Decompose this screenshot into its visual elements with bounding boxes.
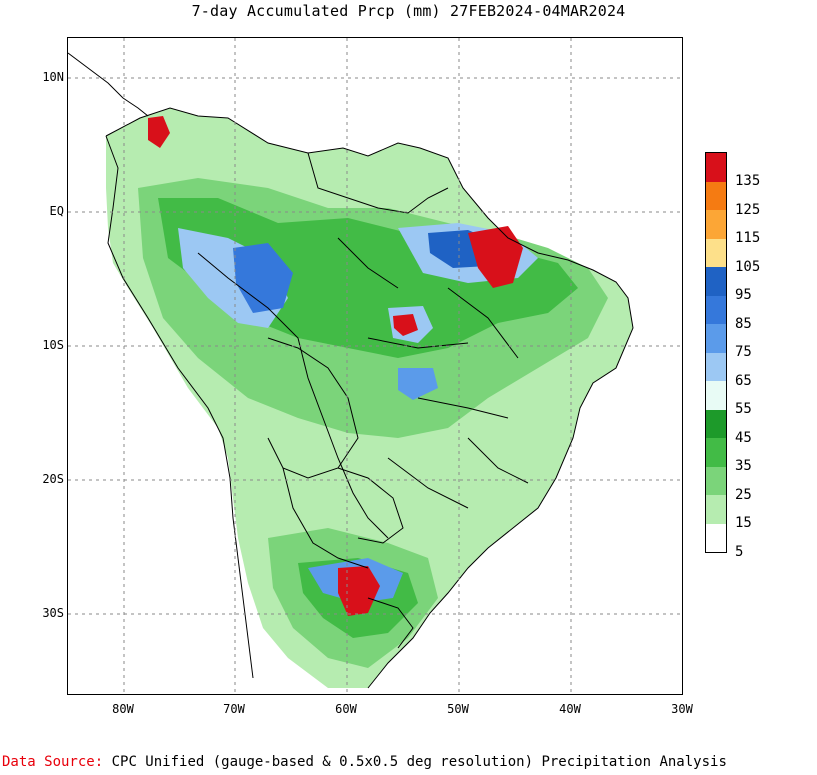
lon-label-70w: 70W [223,702,245,716]
legend-label: 125 [735,201,761,218]
country-borders [68,52,634,689]
band-75-d [398,368,438,400]
lon-label-40w: 40W [559,702,581,716]
legend-swatch [706,438,726,467]
chart-title: 7-day Accumulated Prcp (mm) 27FEB2024-04… [191,2,626,20]
bolivia-border [267,337,359,479]
lon-label-50w: 50W [447,702,469,716]
legend-swatch [706,352,726,381]
precip-map [68,38,682,694]
legend-swatch [706,153,726,182]
legend-swatch [706,495,726,524]
legend-swatch [706,523,726,552]
legend-swatch [706,324,726,353]
color-legend [705,152,727,553]
band-135-south [338,566,380,616]
band-85 [233,243,293,313]
uruguay-border [367,597,414,649]
central-america [68,52,149,117]
precip-shading [106,108,633,688]
legend-label: 135 [735,173,761,189]
legend-swatch [706,210,726,239]
paraguay-border [337,467,404,544]
source-label: Data Source: [2,754,104,770]
lon-label-30w: 30W [671,702,693,716]
legend-label: 75 [735,344,752,360]
legend-label: 105 [735,258,761,275]
lat-label-20s: 20S [42,472,64,486]
legend-label: 25 [735,486,752,503]
argentina-border [282,467,369,569]
legend-label: 65 [735,372,752,389]
legend-label: 95 [735,287,752,303]
legend-swatch [706,409,726,438]
legend-swatch [706,238,726,267]
lat-label-10s: 10S [42,338,64,352]
legend-swatch [706,466,726,495]
lat-label-eq: EQ [49,204,64,218]
brazil-border-n [307,152,449,214]
pacific-coastline [105,135,254,679]
legend-swatch [706,267,726,296]
brazil-states [337,237,529,509]
legend-label: 45 [735,429,752,446]
lat-label-30s: 30S [42,606,64,620]
lon-label-60w: 60W [335,702,357,716]
legend-label: 35 [735,458,752,474]
legend-label: 115 [735,230,761,246]
legend-label: 55 [735,401,752,417]
legend-label: 5 [735,543,744,560]
band-135-north [468,226,523,288]
south-america-coastline [105,107,634,689]
source-text: CPC Unified (gauge-based & 0.5x0.5 deg r… [103,754,727,770]
legend-swatch [706,381,726,410]
legend-label: 15 [735,515,752,531]
legend-label: 85 [735,315,752,332]
legend-swatch [706,181,726,210]
legend-swatch [706,295,726,324]
map-panel [67,37,683,695]
lat-label-10n: 10N [42,70,64,84]
band-135-c [393,314,418,336]
band-135-col [148,116,170,148]
lon-label-80w: 80W [112,702,134,716]
grid-lines [68,38,682,694]
data-source-footer: Data Source: CPC Unified (gauge-based & … [2,754,727,770]
brazil-border-w [197,252,389,539]
